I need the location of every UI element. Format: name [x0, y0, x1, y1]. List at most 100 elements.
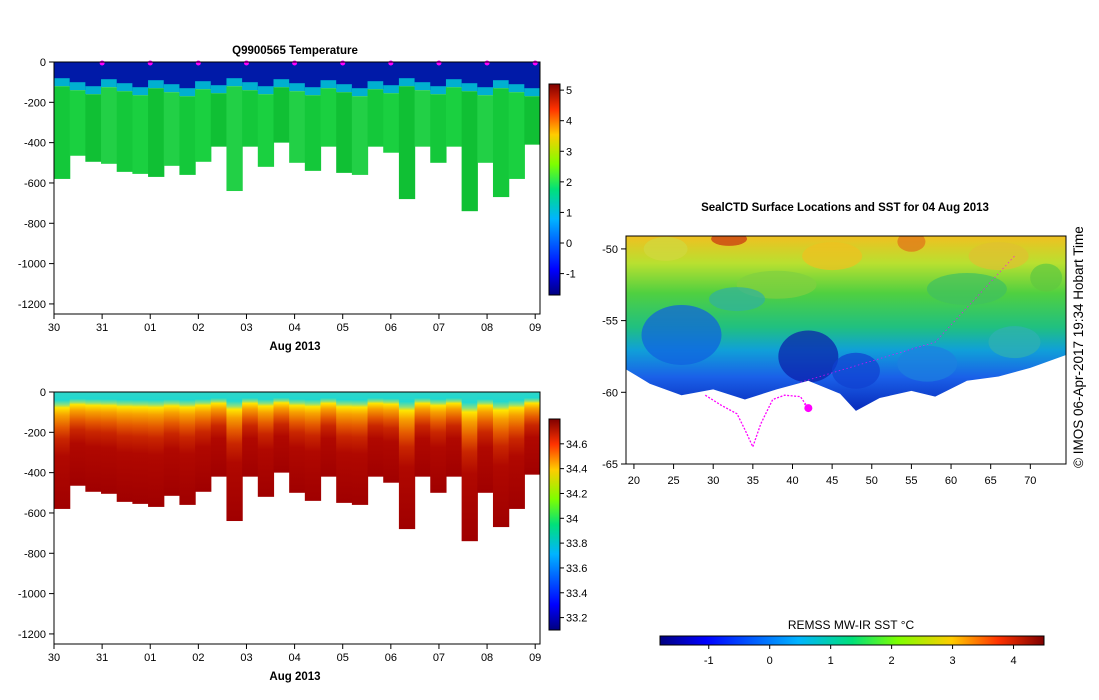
temperature-cold-layer-cell [195, 62, 212, 86]
temperature-transition-cell [336, 84, 353, 93]
temperature-deep-cell [179, 96, 196, 175]
sst-texture-blob [643, 236, 688, 261]
x-tick-label: 01 [144, 322, 156, 334]
salinity-column-cell [54, 392, 71, 509]
temperature-transition-cell [179, 88, 196, 97]
sst-texture-blob [708, 287, 765, 312]
x-tick-label: 07 [433, 322, 445, 334]
surface-marker [532, 60, 538, 66]
x-tick-label: 02 [192, 322, 204, 334]
y-tick-label: -200 [24, 427, 46, 439]
salinity-column-cell [461, 392, 478, 542]
map-y-tick-label: -50 [602, 244, 618, 256]
colorbar-tick-label: -1 [566, 269, 576, 281]
salinity-heatmap [54, 392, 540, 542]
temperature-deep-cell [273, 87, 290, 143]
temperature-cold-layer-cell [367, 62, 384, 86]
sst-texture-blob [988, 326, 1041, 359]
temperature-transition-cell [414, 82, 431, 91]
temperature-deep-cell [524, 96, 540, 145]
temperature-cold-layer-cell [273, 62, 290, 84]
map-y-tick-label: -55 [602, 316, 618, 328]
y-tick-label: 0 [40, 57, 46, 69]
sst-texture-blob [711, 236, 748, 246]
temperature-cold-layer-cell [524, 62, 540, 93]
seal-current-location [804, 404, 813, 413]
sst-colorbar-label: REMSS MW-IR SST °C [788, 618, 915, 632]
temperature-cold-layer-cell [304, 62, 322, 92]
salinity-column-cell [210, 392, 228, 477]
temperature-heatmap [54, 62, 540, 212]
x-tick-label: 06 [385, 652, 397, 664]
sst-texture-blob [897, 236, 926, 252]
temperature-cold-layer-cell [101, 62, 118, 84]
colorbar-tick-label: 33.2 [566, 613, 587, 625]
colorbar-tick-label: 34.6 [566, 439, 587, 451]
temperature-cold-layer-cell [148, 62, 165, 85]
sst-texture-blob [831, 352, 880, 389]
salinity-column-cell [367, 392, 384, 477]
salinity-column-cell [69, 392, 86, 486]
temperature-transition-cell [148, 80, 165, 89]
temperature-colorbar [548, 83, 561, 296]
salinity-column-cell [242, 392, 259, 477]
temperature-transition-cell [320, 80, 337, 89]
x-tick-label: 30 [48, 322, 60, 334]
sst-colorbar-ticks: -1 0 1 2 3 4 [704, 645, 1017, 667]
map-x-tick-label: 20 [628, 475, 640, 487]
temperature-deep-cell [351, 96, 369, 175]
temperature-deep-cell [508, 92, 525, 179]
temperature-deep-cell [54, 86, 71, 179]
y-tick-label: -1000 [18, 259, 46, 271]
sst-map-x-axis: 20 25 30 35 40 45 50 55 60 65 70 [628, 464, 1036, 487]
temperature-deep-cell [320, 88, 337, 147]
x-tick-label: 09 [529, 652, 541, 664]
temperature-cold-layer-cell [414, 62, 431, 87]
salinity-column-cell [336, 392, 353, 503]
temperature-cold-layer-cell [508, 62, 525, 89]
y-tick-label: 0 [40, 387, 46, 399]
map-x-tick-label: 60 [945, 475, 957, 487]
temperature-deep-cell [116, 91, 133, 172]
temperature-deep-cell [163, 92, 181, 166]
temperature-cold-layer-cell [430, 62, 447, 91]
sst-texture-blob [1030, 263, 1063, 292]
sst-texture-blob [968, 242, 1029, 271]
temperature-deep-cell [210, 93, 228, 147]
temperature-deep-cell [304, 95, 322, 171]
temperature-cold-layer-cell [132, 62, 149, 92]
y-tick-label: -800 [24, 218, 46, 230]
temperature-transition-cell [524, 88, 540, 97]
temperature-transition-cell [477, 87, 494, 96]
colorbar-tick-label: 33.8 [566, 538, 587, 550]
sst-texture-blob [778, 330, 839, 383]
salinity-column-cell [508, 392, 525, 509]
salinity-column-cell [320, 392, 337, 477]
map-x-tick-label: 50 [866, 475, 878, 487]
sst-texture-blob [897, 345, 958, 382]
temperature-transition-cell [195, 81, 212, 90]
x-tick-label: 05 [337, 322, 349, 334]
seal-track-offshore [800, 255, 1015, 383]
temperature-deep-cell [226, 86, 243, 192]
temperature-transition-cell [461, 83, 478, 92]
temperature-transition-cell [163, 84, 181, 93]
y-tick-label: -800 [24, 548, 46, 560]
salinity-column-cell [163, 392, 181, 496]
colorbar-tick-label: 33.6 [566, 563, 587, 575]
colorbar-tick-label: 34.4 [566, 464, 587, 476]
temperature-deep-cell [132, 95, 149, 174]
x-tick-label: 08 [481, 652, 493, 664]
x-tick-label: 05 [337, 652, 349, 664]
temperature-transition-cell [289, 83, 306, 92]
temperature-transition-cell [132, 87, 149, 96]
salinity-column-cell [101, 392, 118, 494]
map-y-tick-label: -60 [602, 387, 618, 399]
temperature-colorbar-ticks: -1 0 1 2 3 4 5 [560, 85, 576, 281]
temperature-chart-title: Q9900565 Temperature [232, 45, 358, 57]
salinity-x-axis-label: Aug 2013 [269, 671, 320, 683]
salinity-column-cell [85, 392, 102, 492]
salinity-x-axis: 30 31 01 02 03 04 05 06 07 08 09 [48, 644, 541, 664]
map-x-tick-label: 40 [786, 475, 798, 487]
temperature-deep-cell [101, 87, 118, 164]
